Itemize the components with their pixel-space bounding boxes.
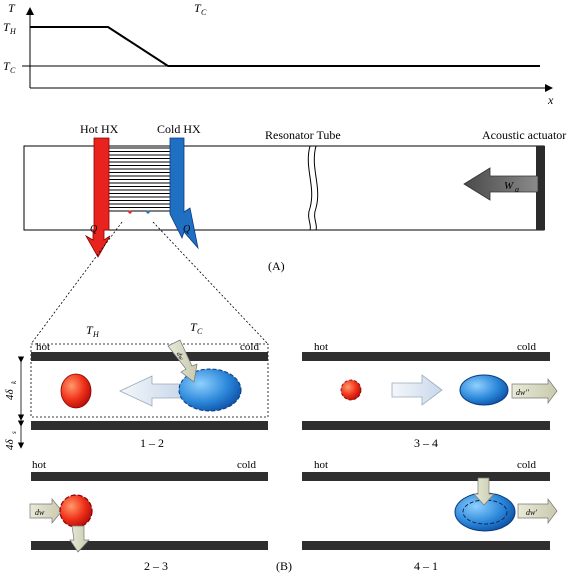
svg-text:k: k	[10, 380, 18, 384]
svg-text:T: T	[190, 320, 198, 334]
svg-text:dw: dw	[35, 508, 45, 517]
zoom-line-left	[30, 221, 123, 345]
dw-arrow-3: dw	[29, 498, 63, 524]
top-plate	[302, 472, 550, 481]
svg-text:C: C	[10, 66, 16, 75]
svg-text:C: C	[201, 8, 207, 17]
svg-text:dw': dw'	[526, 508, 537, 517]
temp-hot-label: T H	[86, 323, 100, 339]
step-label: 3 – 4	[414, 436, 438, 450]
cold-hx	[169, 137, 199, 250]
actuator-label: Acoustic actuator	[482, 128, 566, 142]
step-1-2-panel: hot cold T H T C dw 4δ k 4δ s 1 – 2	[4, 320, 269, 450]
hot-parcel-small	[340, 379, 362, 401]
svg-text:a: a	[515, 185, 519, 194]
svg-text:T: T	[86, 323, 94, 337]
parcel-marker-hot	[128, 210, 132, 214]
parcel-marker-cold	[146, 210, 150, 214]
cold-parcel	[459, 374, 509, 406]
hot-heat-label: Q	[90, 224, 98, 235]
zoom-box	[30, 343, 269, 418]
bottom-plate	[302, 541, 550, 550]
step-3-4-panel: hot cold dw'' 3 – 4	[302, 341, 558, 450]
cold-hx-label: Cold HX	[157, 122, 201, 136]
svg-text:s: s	[10, 431, 18, 434]
svg-text:4δ: 4δ	[4, 389, 16, 401]
hot-word: hot	[32, 459, 46, 471]
step-label: 4 – 1	[414, 559, 438, 573]
dw-arrow-2: dw''	[511, 377, 558, 405]
step-2-3-panel: hot cold dw 2 – 3	[29, 459, 268, 573]
acoustic-work-arrow	[463, 167, 539, 201]
hot-parcel-expanded	[59, 494, 93, 528]
panel-b-label: (B)	[276, 559, 292, 573]
x-axis-label: x	[547, 93, 554, 107]
svg-text:T: T	[3, 20, 11, 34]
resonator-label: Resonator Tube	[265, 128, 341, 142]
top-plate	[31, 352, 268, 361]
svg-text:4δ: 4δ	[4, 439, 16, 451]
svg-text:T: T	[194, 1, 202, 15]
hot-hx	[84, 137, 111, 258]
svg-text:H: H	[9, 27, 17, 36]
displacement-arrow	[391, 374, 443, 406]
acoustic-actuator	[536, 146, 545, 230]
temperature-profile-line	[30, 26, 540, 67]
svg-text:W: W	[504, 180, 514, 192]
step-4-1-panel: hot cold dw' 4 – 1	[302, 459, 558, 573]
step-label: 1 – 2	[140, 436, 164, 450]
cold-word: cold	[517, 459, 536, 471]
hot-parcel	[60, 373, 92, 409]
bottom-plate	[31, 421, 268, 430]
cold-word: cold	[237, 459, 256, 471]
step-label: 2 – 3	[144, 559, 168, 573]
spacing-label-k: 4δ k	[4, 380, 18, 400]
dw-down-arrow	[473, 477, 495, 506]
svg-text:H: H	[92, 330, 100, 339]
dw-arrow-1: dw	[167, 339, 198, 383]
work-label: W a	[504, 180, 519, 194]
resonator-tube	[23, 145, 545, 231]
svg-text:dw: dw	[175, 351, 186, 362]
svg-text:T: T	[3, 59, 11, 73]
bottom-plate	[302, 421, 550, 430]
hot-word: hot	[314, 341, 328, 353]
cold-word: cold	[517, 341, 536, 353]
bottom-plate	[31, 541, 268, 550]
hot-tick-label: T H	[3, 20, 17, 36]
apparatus: Acoustic actuator W a Resonator Tube Hot…	[23, 122, 566, 273]
stack	[109, 147, 170, 212]
hot-word: hot	[314, 459, 328, 471]
hot-hx-label: Hot HX	[80, 122, 119, 136]
zoom-line-right	[152, 221, 269, 345]
panel-a-label: (A)	[268, 259, 285, 273]
temp-cold-label: T C	[190, 320, 203, 336]
top-label: T C	[194, 1, 207, 17]
svg-text:dw'': dw''	[516, 388, 529, 397]
svg-text:C: C	[197, 327, 203, 336]
displacement-arrow	[119, 375, 183, 407]
top-plate	[302, 352, 550, 361]
dw-down-arrow	[69, 525, 90, 553]
top-plate	[31, 472, 268, 481]
tube-break-mark-2	[313, 145, 319, 231]
cold-word: cold	[240, 341, 259, 353]
hot-word: hot	[36, 341, 50, 353]
temperature-plot: T x T H T C T C	[3, 1, 554, 107]
y-axis-label: T	[8, 1, 16, 15]
cold-tick-label: T C	[3, 59, 16, 75]
tube-break-mark	[307, 145, 313, 231]
cold-heat-label: Q	[183, 224, 191, 235]
dw-arrow-4: dw'	[517, 497, 558, 525]
spacing-label-s: 4δ s	[4, 431, 18, 450]
